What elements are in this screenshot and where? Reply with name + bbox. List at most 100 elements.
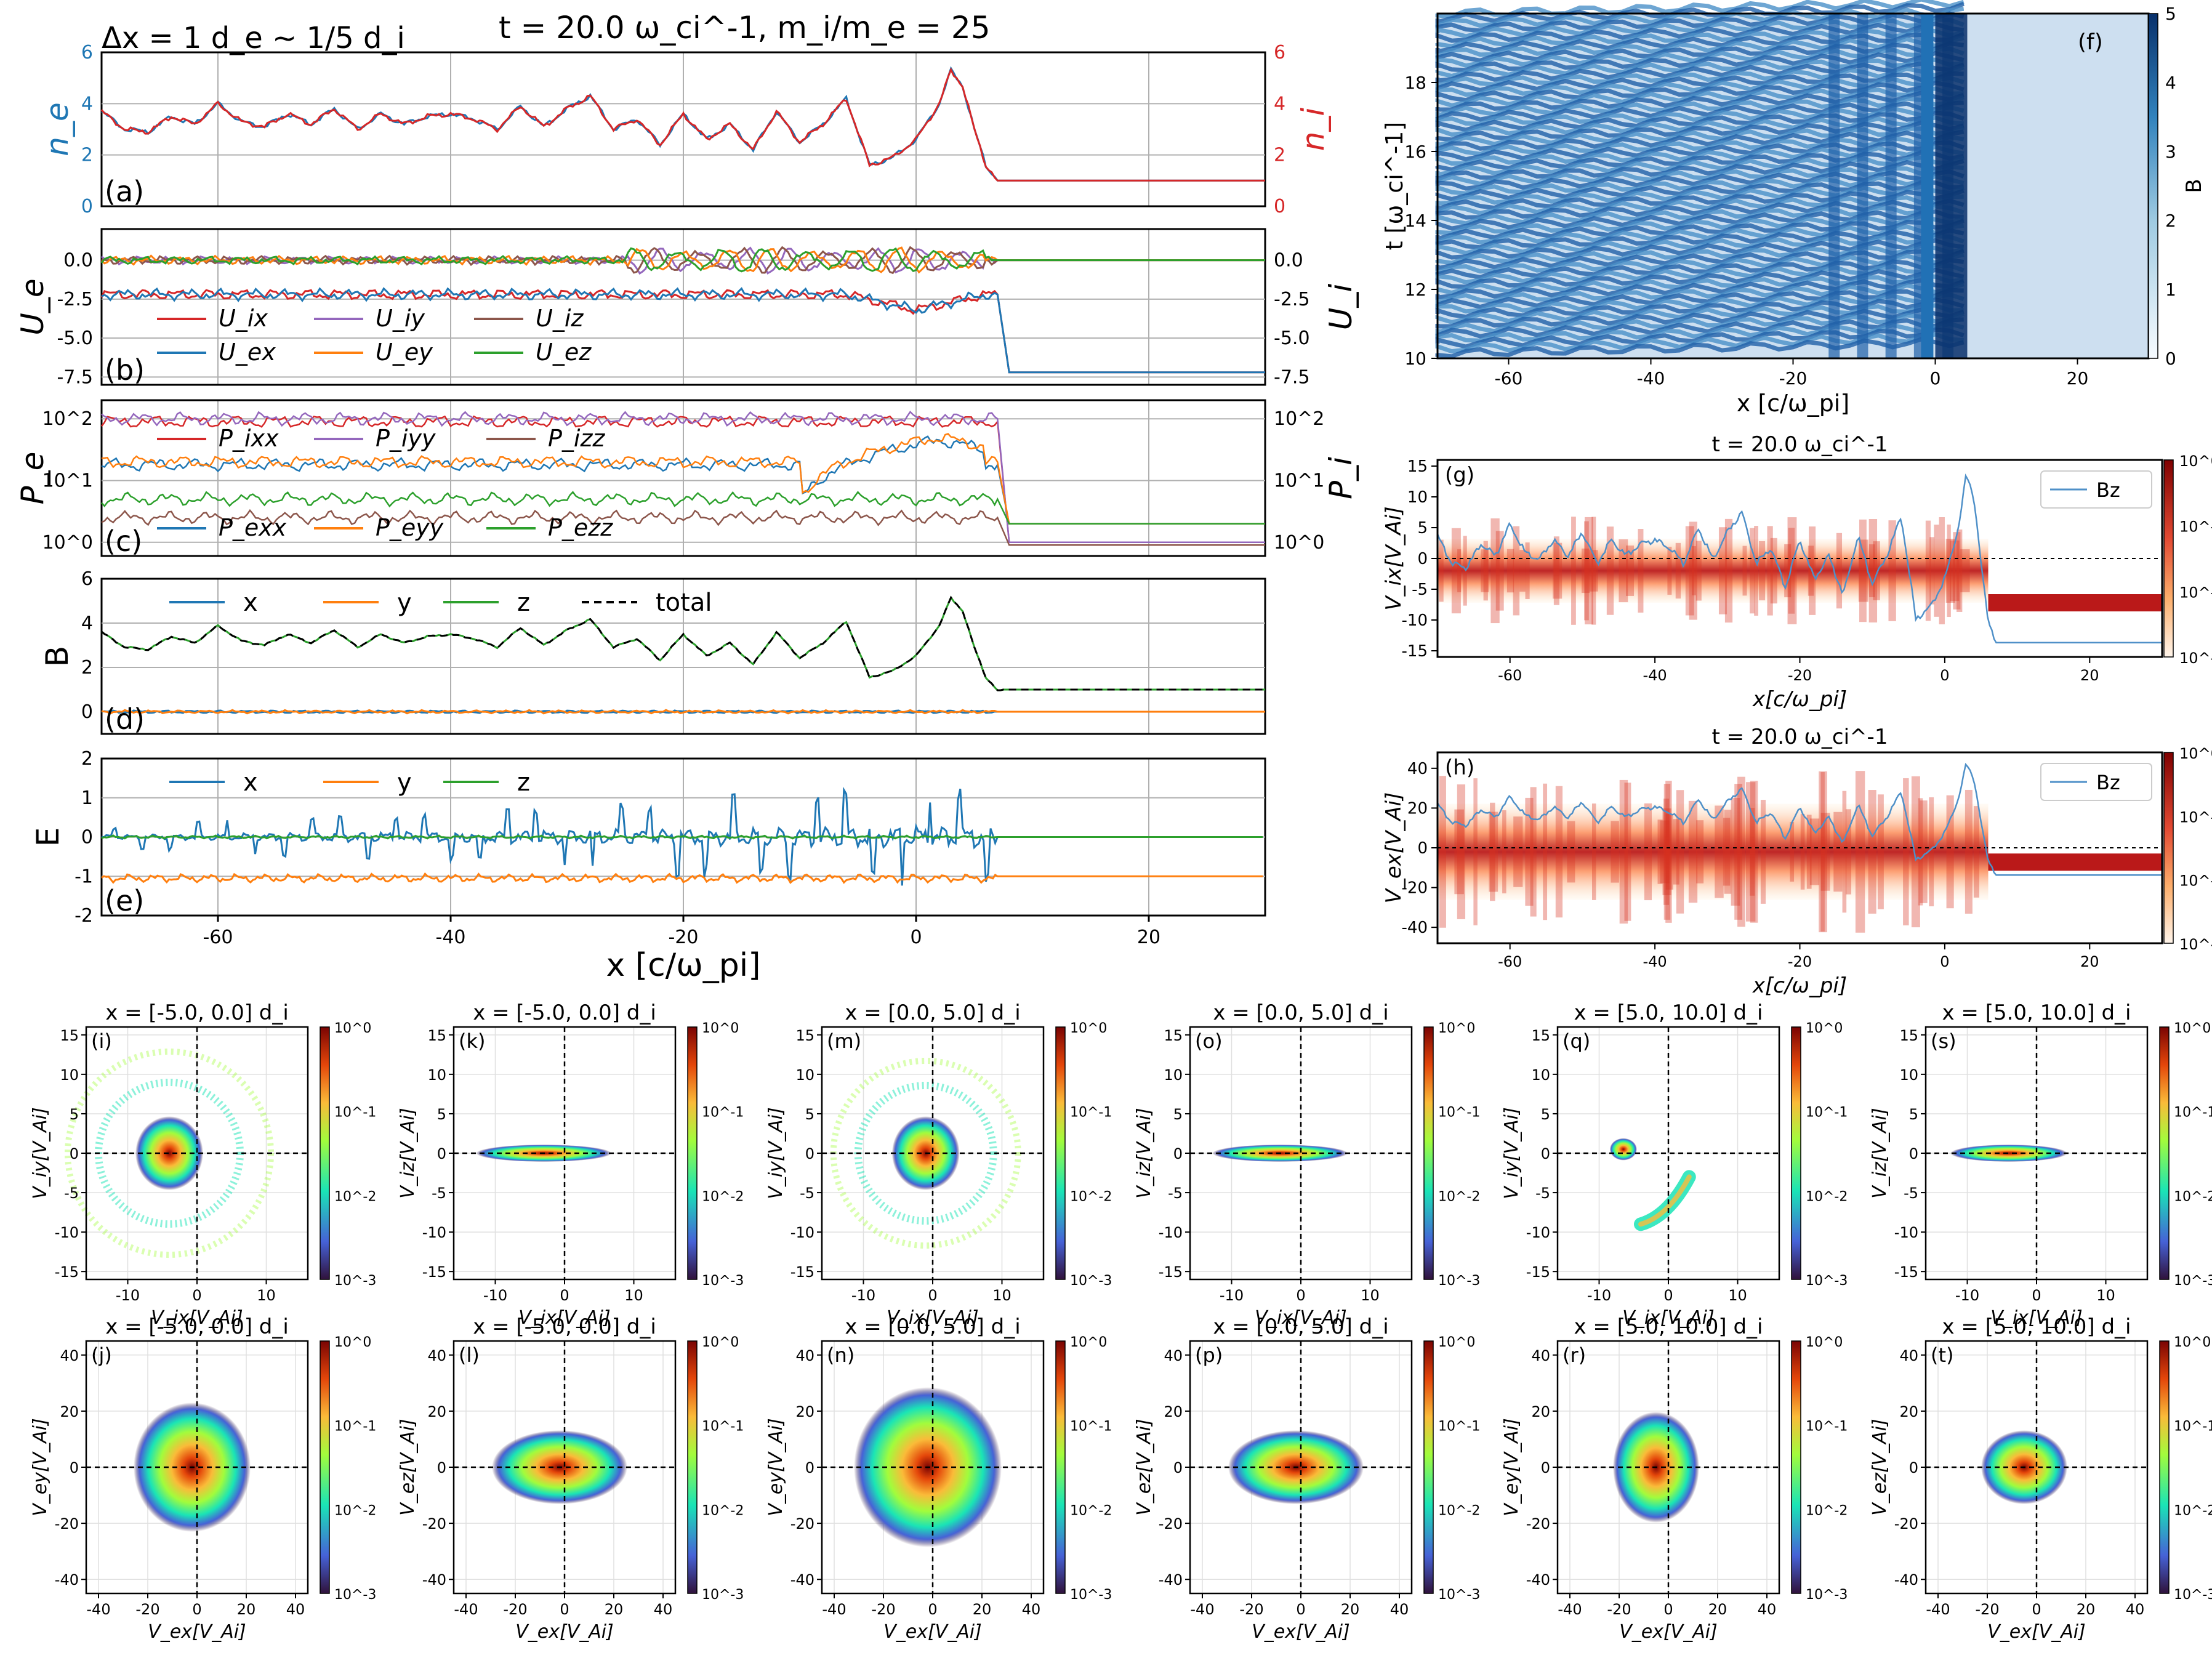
ytick-label: -10 bbox=[55, 1224, 79, 1241]
ylabel: V_ey[V_Ai] bbox=[30, 1418, 51, 1516]
ytick-left: 0 bbox=[81, 701, 93, 723]
distribution-streak bbox=[1911, 776, 1920, 928]
distribution-streak bbox=[1606, 526, 1614, 615]
xtick-label: 20 bbox=[2080, 953, 2099, 970]
ytick-label: 20 bbox=[1164, 1403, 1183, 1420]
ytick-label: -10 bbox=[422, 1224, 446, 1241]
ylabel: V_ey[V_Ai] bbox=[1501, 1418, 1522, 1516]
xtick-label: -20 bbox=[135, 1601, 159, 1618]
distribution-streak bbox=[1513, 816, 1523, 887]
colorbar-label: B bbox=[2182, 179, 2206, 193]
series-z bbox=[101, 834, 1263, 840]
ytick-label: -40 bbox=[790, 1571, 814, 1588]
legend-label: y bbox=[397, 589, 412, 617]
ytick-label: 0 bbox=[1173, 1459, 1183, 1476]
panel-title: x = [5.0, 10.0] d_i bbox=[1942, 1315, 2131, 1339]
ylabel-right: U_i bbox=[1323, 284, 1359, 331]
ytick-label: -20 bbox=[1894, 1515, 1918, 1532]
heatmap-stripe bbox=[1435, 134, 1965, 156]
heatmap-stripe bbox=[1435, 321, 1965, 343]
distribution-streak bbox=[1750, 528, 1755, 614]
heatmap-stripe bbox=[1435, 91, 1965, 112]
ytick-right: 10^1 bbox=[1274, 470, 1324, 491]
distribution-streak bbox=[1929, 797, 1934, 907]
heatmap-stripe bbox=[1435, 282, 1965, 306]
xtick-label: 0 bbox=[2032, 1601, 2041, 1618]
ytick-label: 0 bbox=[70, 1459, 79, 1476]
ytick-label: -40 bbox=[1526, 1571, 1550, 1588]
axes-frame bbox=[100, 578, 1266, 735]
distribution-streak bbox=[1873, 541, 1880, 600]
ytick-label: 5 bbox=[1909, 1106, 1918, 1123]
ytick-label: 15 bbox=[1899, 1027, 1918, 1044]
distribution-streak bbox=[1855, 771, 1865, 933]
panel-title: x = [-5.0, 0.0] d_i bbox=[105, 1001, 289, 1025]
colorbar bbox=[2163, 752, 2174, 944]
panel-q: x = [5.0, 10.0] d_i -10 0 10 15 10 5 0 -5 -10 -15 V… bbox=[1501, 1001, 1848, 1329]
xtick-label: 0 bbox=[910, 927, 922, 948]
panel-title: x = [5.0, 10.0] d_i bbox=[1574, 1315, 1763, 1339]
panel-g-phase-space: t = 20.0 ω_ci^-1 Bz -60 -40 -20 0 20 15 10 5 0 -5 -1… bbox=[1381, 432, 2212, 712]
colorbar-tick: 10^0 bbox=[1070, 1021, 1107, 1036]
colorbar-tick: 10^0 bbox=[2179, 453, 2212, 470]
colorbar-tick: 10^-2 bbox=[702, 1503, 744, 1518]
heatmap-stripe bbox=[1437, 273, 1965, 296]
ytick-label: 20 bbox=[1407, 799, 1428, 818]
colorbar bbox=[1055, 1340, 1066, 1594]
colorbar-tick: 10^-3 bbox=[1438, 1587, 1480, 1603]
ytick-label: 16 bbox=[1404, 142, 1426, 162]
xtick-label: -40 bbox=[1926, 1601, 1950, 1618]
distribution-streak bbox=[1953, 532, 1961, 610]
distribution-streak bbox=[1473, 778, 1478, 925]
colorbar bbox=[687, 1340, 698, 1594]
ytick-label: 10 bbox=[427, 1066, 446, 1084]
ytick-label: 12 bbox=[1404, 280, 1426, 300]
ytick-label: 14 bbox=[1404, 211, 1426, 231]
distribution-streak bbox=[1696, 820, 1704, 884]
distribution-streak bbox=[1770, 538, 1777, 604]
distribution-streak bbox=[1859, 519, 1867, 622]
ytick-left: 0 bbox=[81, 827, 93, 848]
colorbar-tick: 3 bbox=[2165, 142, 2176, 162]
panel-title: t = 20.0 ω_ci^-1 bbox=[1712, 725, 1888, 749]
distribution-streak bbox=[1724, 810, 1732, 894]
xtick-label: 0 bbox=[192, 1601, 201, 1618]
panel-label: (e) bbox=[105, 884, 144, 917]
ytick-label: -20 bbox=[1159, 1515, 1183, 1532]
distribution-streak bbox=[1767, 526, 1773, 616]
ylabel: V_iy[V_Ai] bbox=[30, 1107, 51, 1199]
xtick-label: -10 bbox=[483, 1287, 507, 1304]
distribution-streak bbox=[1737, 776, 1745, 927]
panel-label: (t) bbox=[1931, 1343, 1954, 1367]
distribution-streak bbox=[1945, 539, 1955, 603]
ytick-right: 10^2 bbox=[1274, 408, 1324, 430]
ytick-label: 5 bbox=[437, 1106, 446, 1123]
heatmap-stripe bbox=[1435, 71, 1964, 93]
colorbar bbox=[1055, 1026, 1066, 1280]
distribution-streak bbox=[1555, 786, 1563, 918]
ytick-label: 15 bbox=[1531, 1027, 1550, 1044]
axes-frame bbox=[100, 51, 1266, 207]
heatmap-stripe bbox=[1435, 263, 1965, 285]
panel-label: (n) bbox=[827, 1343, 855, 1367]
distribution-streak bbox=[1750, 808, 1755, 896]
xlabel: x [c/ω_pi] bbox=[1737, 390, 1849, 417]
heatmap-stripe bbox=[1435, 180, 1964, 202]
colorbar-tick: 10^-2 bbox=[334, 1503, 376, 1518]
ytick-label: 20 bbox=[427, 1403, 446, 1420]
xtick-label: 40 bbox=[1022, 1601, 1041, 1618]
heatmap-stripe bbox=[1435, 46, 1965, 68]
header-resolution: Δx = 1 d_e ~ 1/5 d_i bbox=[102, 21, 405, 55]
ytick-label: 0 bbox=[70, 1145, 79, 1162]
distribution-streak bbox=[1947, 524, 1951, 618]
ylabel: V_ez[V_Ai] bbox=[397, 1419, 419, 1516]
heatmap-stripe bbox=[1435, 257, 1965, 280]
ytick-label: -40 bbox=[55, 1571, 79, 1588]
xtick-label: -20 bbox=[1779, 368, 1808, 389]
xlabel: V_ix[V_Ai] bbox=[1255, 1307, 1346, 1329]
distribution-streak bbox=[1939, 517, 1945, 625]
heatmap-band bbox=[1857, 14, 1868, 358]
legend-label: z bbox=[517, 768, 530, 797]
ylabel: V_iz[V_Ai] bbox=[397, 1108, 419, 1198]
xtick-label: 0 bbox=[560, 1601, 569, 1618]
